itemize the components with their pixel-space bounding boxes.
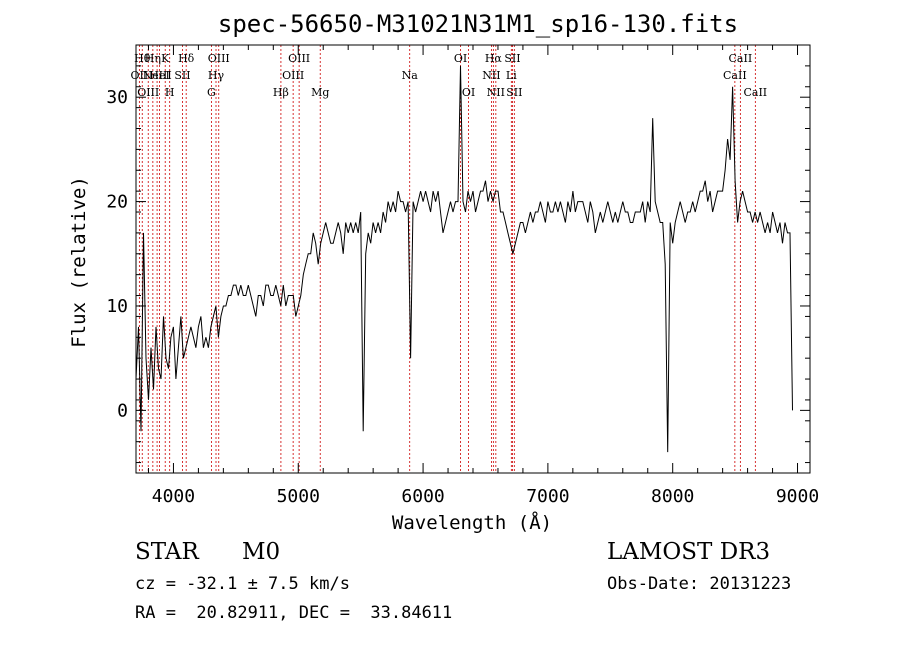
axis-ticks: 4000 5000 6000 7000 8000 9000 0 10 20 30 [106, 44, 819, 507]
line-label: SII [504, 52, 520, 65]
line-label: CaII [743, 86, 767, 99]
line-label: OII [131, 69, 149, 82]
line-label: OIII [282, 69, 304, 82]
survey-name: LAMOST DR3 [607, 539, 771, 565]
x-tick-label: 5000 [277, 486, 320, 507]
spectrum-series-line [135, 65, 793, 453]
line-label: CaII [723, 69, 747, 82]
line-label: K [161, 52, 170, 65]
line-label: OIII [208, 52, 230, 65]
line-label: Na [402, 69, 419, 82]
line-label: NeIII [143, 69, 172, 82]
observation-date: Obs-Date: 20131223 [607, 574, 792, 594]
x-tick-label: 4000 [152, 486, 195, 507]
x-tick-label: 7000 [526, 486, 569, 507]
x-axis-label: Wavelength (Å) [392, 511, 552, 534]
line-label: Hβ [273, 86, 289, 99]
line-label: H [165, 86, 175, 99]
line-label: G [207, 86, 216, 99]
line-label: HeI [149, 69, 169, 82]
line-label: NII [482, 69, 500, 82]
y-tick-label: 30 [106, 87, 128, 108]
line-label: Li [506, 69, 517, 82]
redshift-info: cz = -32.1 ± 7.5 km/s [135, 574, 350, 594]
line-label: Hγ [208, 69, 225, 82]
chart-title: spec-56650-M31021N31M1_sp16-130.fits [218, 10, 738, 38]
coordinates-info: RA = 20.82911, DEC = 33.84611 [135, 603, 453, 623]
x-tick-label: 9000 [776, 486, 819, 507]
line-label: Hη [145, 52, 161, 65]
line-label: CaII [729, 52, 753, 65]
x-tick-label: 8000 [651, 486, 694, 507]
line-label: Mg [311, 86, 329, 99]
line-label: SII [506, 86, 522, 99]
object-class: STAR [135, 539, 199, 565]
line-label: OIII [137, 86, 159, 99]
y-axis-label: Flux (relative) [68, 176, 90, 348]
line-label: NII [487, 86, 505, 99]
line-label: Hα [485, 52, 503, 65]
line-label: OI [454, 52, 467, 65]
plot-frame [135, 44, 811, 474]
object-subclass: M0 [242, 539, 281, 565]
y-tick-label: 20 [106, 192, 128, 213]
line-label: SII [174, 69, 190, 82]
y-tick-label: 10 [106, 296, 128, 317]
y-tick-label: 0 [117, 400, 128, 421]
x-tick-label: 6000 [401, 486, 444, 507]
line-label: OIII [288, 52, 310, 65]
line-label: OI [462, 86, 475, 99]
spectral-line-markers [138, 45, 756, 473]
line-label: Hθ [134, 52, 151, 65]
line-label: Hδ [178, 52, 195, 65]
